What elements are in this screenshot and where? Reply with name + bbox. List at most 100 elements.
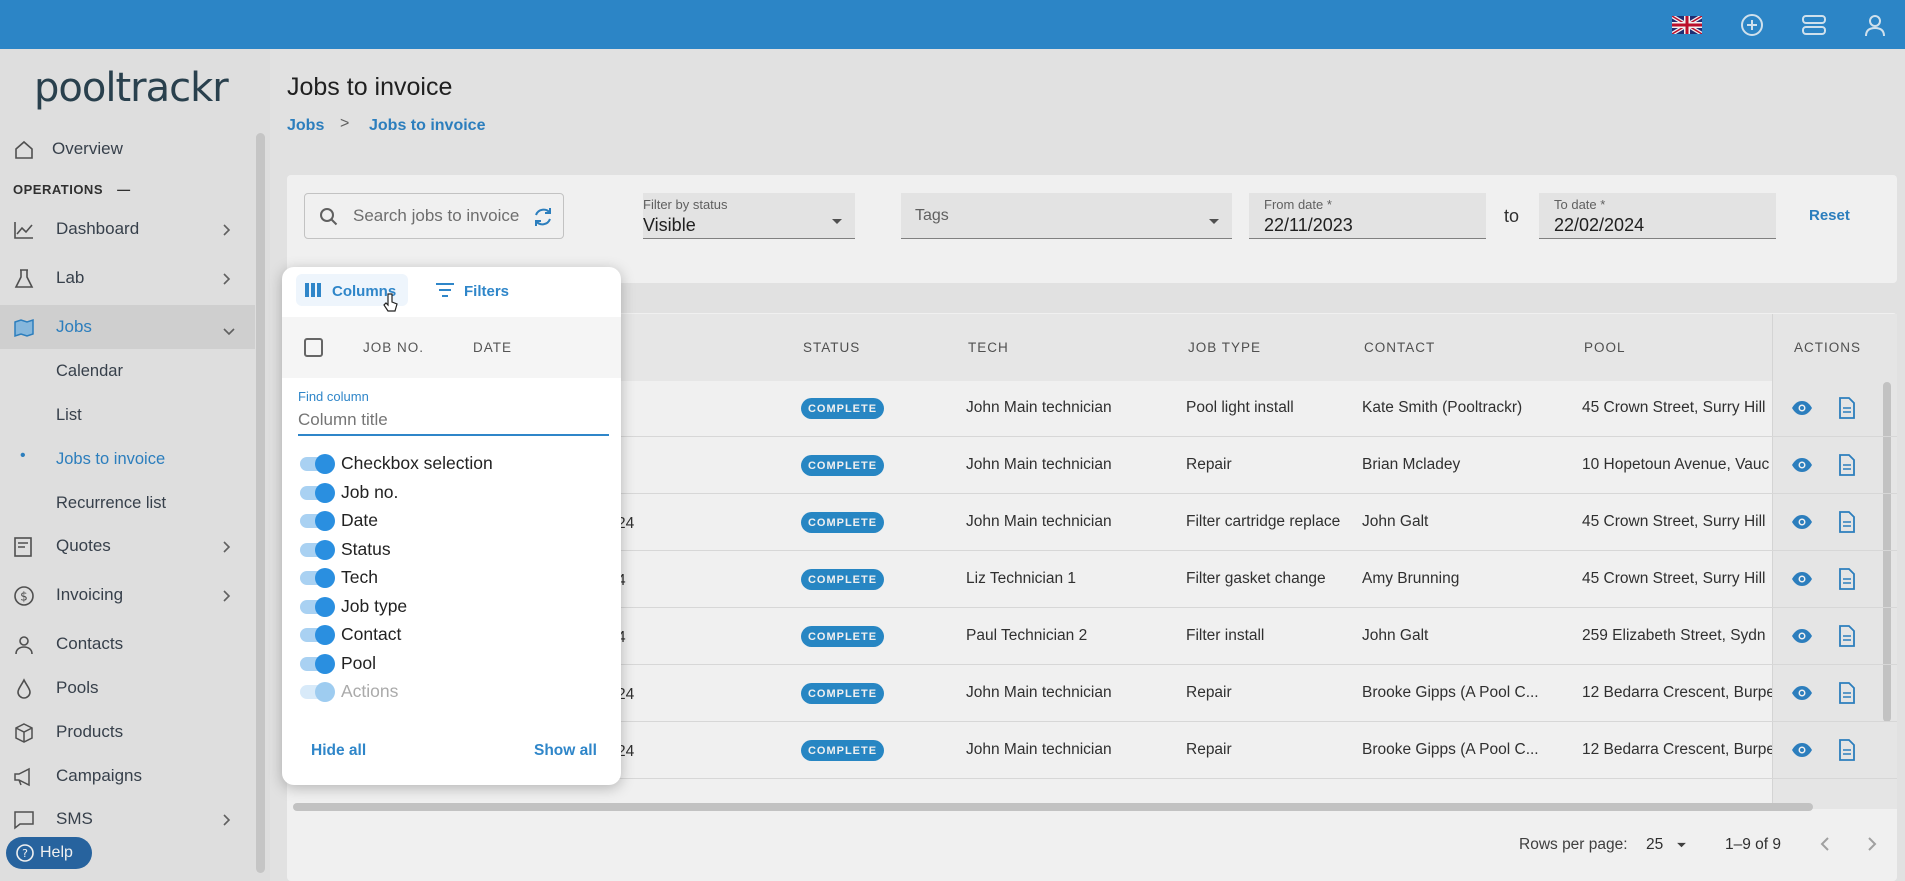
sidebar: pooltrackr Overview OPERATIONS — Dashboa… <box>0 49 270 881</box>
from-date-field[interactable]: From date * 22/11/2023 <box>1249 193 1486 239</box>
breadcrumb-jobs[interactable]: Jobs <box>287 117 325 134</box>
table-vertical-scrollbar[interactable] <box>1883 382 1891 722</box>
view-eye-icon[interactable] <box>1791 625 1813 647</box>
column-header-pool[interactable]: POOL <box>1584 340 1626 355</box>
previous-page-icon[interactable] <box>1819 836 1831 857</box>
column-toggle-label: Date <box>341 510 378 530</box>
column-header-status[interactable]: STATUS <box>803 340 861 355</box>
breadcrumb-jobs-to-invoice[interactable]: Jobs to invoice <box>369 117 486 134</box>
water-drop-icon <box>13 678 35 700</box>
column-header-job-no[interactable]: JOB NO. <box>363 340 425 355</box>
invoice-document-icon[interactable] <box>1838 454 1860 476</box>
sidebar-item-contacts[interactable]: Contacts <box>0 622 255 666</box>
sidebar-subitem-recurrence-list[interactable]: Recurrence list <box>56 494 167 512</box>
to-date-value: 22/02/2024 <box>1554 215 1645 235</box>
reset-button[interactable]: Reset <box>1809 207 1850 224</box>
sidebar-subitem-list[interactable]: List <box>56 406 82 424</box>
date-range-separator: to <box>1504 206 1520 226</box>
invoice-document-icon[interactable] <box>1838 625 1860 647</box>
column-toggle-switch[interactable] <box>300 568 335 588</box>
table-horizontal-scrollbar[interactable] <box>293 803 1813 811</box>
table-row-6-tech: John Main technician <box>966 741 1112 758</box>
page-title: Jobs to invoice <box>287 73 453 101</box>
sidebar-item-lab[interactable]: Lab <box>0 256 255 300</box>
sidebar-item-products[interactable]: Products <box>0 710 255 754</box>
next-page-icon[interactable] <box>1866 836 1878 857</box>
column-header-job-type[interactable]: JOB TYPE <box>1188 340 1262 355</box>
view-eye-icon[interactable] <box>1791 454 1813 476</box>
column-header-contact[interactable]: CONTACT <box>1364 340 1436 355</box>
table-row-2-tech: John Main technician <box>966 513 1112 530</box>
columns-panel: Columns Filters JOB NO. DATE Find column… <box>282 267 621 785</box>
sidebar-item-invoicing[interactable]: $ Invoicing <box>0 573 255 617</box>
status-filter-value: Visible <box>643 215 696 235</box>
sidebar-item-overview[interactable]: Overview <box>0 127 255 171</box>
sidebar-item-dashboard[interactable]: Dashboard <box>0 207 255 251</box>
status-filter-select[interactable]: Filter by status Visible <box>643 193 855 239</box>
sidebar-item-quotes[interactable]: Quotes <box>0 524 255 568</box>
refresh-icon[interactable] <box>531 205 555 234</box>
column-toggle-switch[interactable] <box>300 596 335 617</box>
table-row-4-date: 4 <box>617 629 626 646</box>
dashboard-toggle-icon[interactable] <box>1799 10 1829 40</box>
invoice-document-icon[interactable] <box>1838 511 1860 533</box>
table-row-3-contact: Amy Brunning <box>1362 570 1460 587</box>
column-toggle-label: Job no. <box>341 481 399 502</box>
status-badge: COMPLETE <box>801 740 884 761</box>
view-eye-icon[interactable] <box>1791 682 1813 704</box>
tags-placeholder: Tags <box>915 207 949 224</box>
cursor-icon <box>383 293 399 318</box>
column-header-tech[interactable]: TECH <box>968 340 1009 355</box>
invoice-document-icon[interactable] <box>1838 397 1860 419</box>
sidebar-subitem-calendar[interactable]: Calendar <box>56 362 123 380</box>
column-toggle-switch[interactable] <box>300 539 335 560</box>
column-toggle-switch[interactable] <box>300 625 335 645</box>
column-toggle-switch[interactable] <box>300 482 335 503</box>
tags-select[interactable]: Tags <box>901 193 1232 239</box>
section-collapse-toggle[interactable]: — <box>117 182 131 197</box>
invoice-document-icon[interactable] <box>1838 682 1860 704</box>
sidebar-item-label: Quotes <box>56 536 111 555</box>
sidebar-item-jobs[interactable]: Jobs <box>0 305 255 349</box>
column-toggle-switch[interactable] <box>300 653 335 674</box>
breadcrumb-separator: > <box>340 115 350 132</box>
invoice-document-icon[interactable] <box>1838 568 1860 590</box>
invoice-document-icon[interactable] <box>1838 739 1860 761</box>
view-eye-icon[interactable] <box>1791 397 1813 419</box>
rows-per-page-select[interactable]: 25 <box>1646 836 1687 854</box>
show-all-button[interactable]: Show all <box>534 742 597 759</box>
table-row-5-contact: Brooke Gipps (A Pool C... <box>1362 684 1539 701</box>
sidebar-scrollbar[interactable] <box>256 133 265 873</box>
sidebar-item-pools[interactable]: Pools <box>0 666 255 710</box>
dropdown-arrow-icon <box>1208 213 1220 231</box>
column-header-date[interactable]: DATE <box>473 340 513 355</box>
tab-filters[interactable]: Filters <box>434 274 526 306</box>
hide-all-button[interactable]: Hide all <box>311 742 367 759</box>
sidebar-subitem-jobs-to-invoice[interactable]: Jobs to invoice <box>56 450 166 468</box>
find-column-input[interactable] <box>298 406 609 436</box>
column-toggle-label: Tech <box>341 567 378 587</box>
table-row-3-date: 4 <box>617 572 626 589</box>
view-eye-icon[interactable] <box>1791 739 1813 761</box>
search-field[interactable] <box>304 193 564 239</box>
search-input[interactable] <box>353 204 523 228</box>
add-icon[interactable] <box>1737 10 1767 40</box>
chevron-right-icon <box>222 271 232 291</box>
account-icon[interactable] <box>1860 10 1890 40</box>
help-button[interactable]: ? Help <box>6 837 92 869</box>
sidebar-item-label: Products <box>56 722 124 741</box>
active-bullet: • <box>20 447 26 464</box>
to-date-field[interactable]: To date * 22/02/2024 <box>1539 193 1776 239</box>
select-all-checkbox[interactable] <box>304 338 323 357</box>
column-toggle-switch[interactable] <box>300 511 335 531</box>
column-toggle-switch[interactable] <box>300 454 335 474</box>
sidebar-item-label: SMS <box>56 809 93 828</box>
sidebar-item-label: Dashboard <box>56 219 140 238</box>
pooltrackr-logo[interactable]: pooltrackr <box>34 65 229 111</box>
row-divider <box>287 436 1897 437</box>
view-eye-icon[interactable] <box>1791 568 1813 590</box>
sidebar-item-sms[interactable]: SMS <box>0 797 255 841</box>
sidebar-item-campaigns[interactable]: Campaigns <box>0 754 255 798</box>
uk-flag-icon[interactable] <box>1672 10 1702 40</box>
view-eye-icon[interactable] <box>1791 511 1813 533</box>
